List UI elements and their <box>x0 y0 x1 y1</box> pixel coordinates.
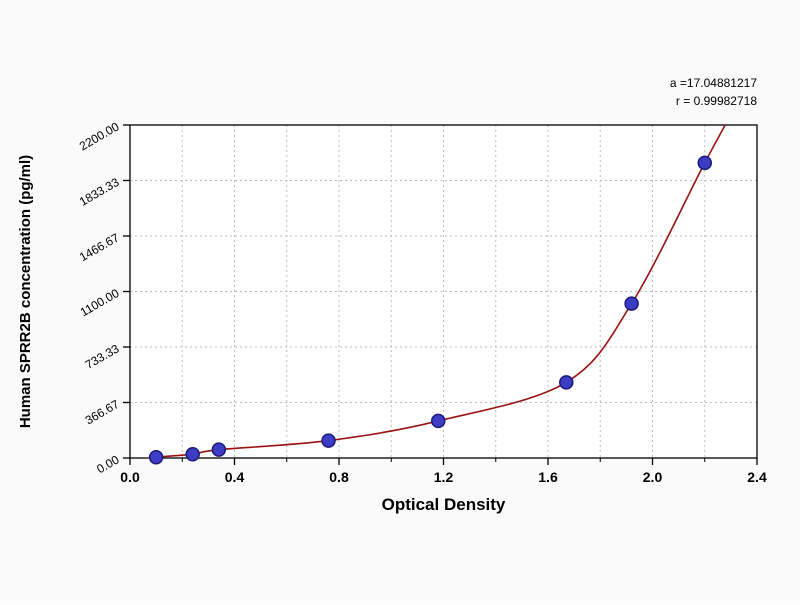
annotation-r-value: r = 0.99982718 <box>676 94 757 108</box>
data-point <box>697 155 712 171</box>
data-point <box>185 446 200 462</box>
y-tick-label: 1100.00 <box>78 286 122 320</box>
x-tick-label: 2.4 <box>747 469 767 485</box>
x-tick-label: 0.4 <box>225 469 245 485</box>
data-point <box>624 296 639 311</box>
data-point <box>148 449 164 465</box>
x-tick-label: 2.0 <box>643 469 663 485</box>
y-tick-label: 1833.33 <box>77 175 122 209</box>
y-tick-label: 733.33 <box>83 341 122 372</box>
x-tick-label: 1.2 <box>434 469 454 485</box>
data-point <box>211 442 227 457</box>
x-tick-label: 0.0 <box>120 469 140 485</box>
y-tick-label: 0.00 <box>94 452 122 476</box>
y-tick-label: 366.67 <box>83 397 122 428</box>
y-tick-label: 1466.67 <box>77 230 122 264</box>
y-axis-label: Human SPRR2B concentration (pg/ml) <box>17 155 34 428</box>
x-tick-label: 0.8 <box>329 469 349 485</box>
x-axis-label: Optical Density <box>382 495 506 514</box>
annotation-a-value: a =17.04881217 <box>670 76 757 90</box>
data-point <box>321 433 336 448</box>
y-tick-label: 2200.00 <box>77 119 122 153</box>
x-tick-label: 1.6 <box>538 469 558 485</box>
data-point <box>559 375 574 390</box>
data-point <box>431 413 446 429</box>
